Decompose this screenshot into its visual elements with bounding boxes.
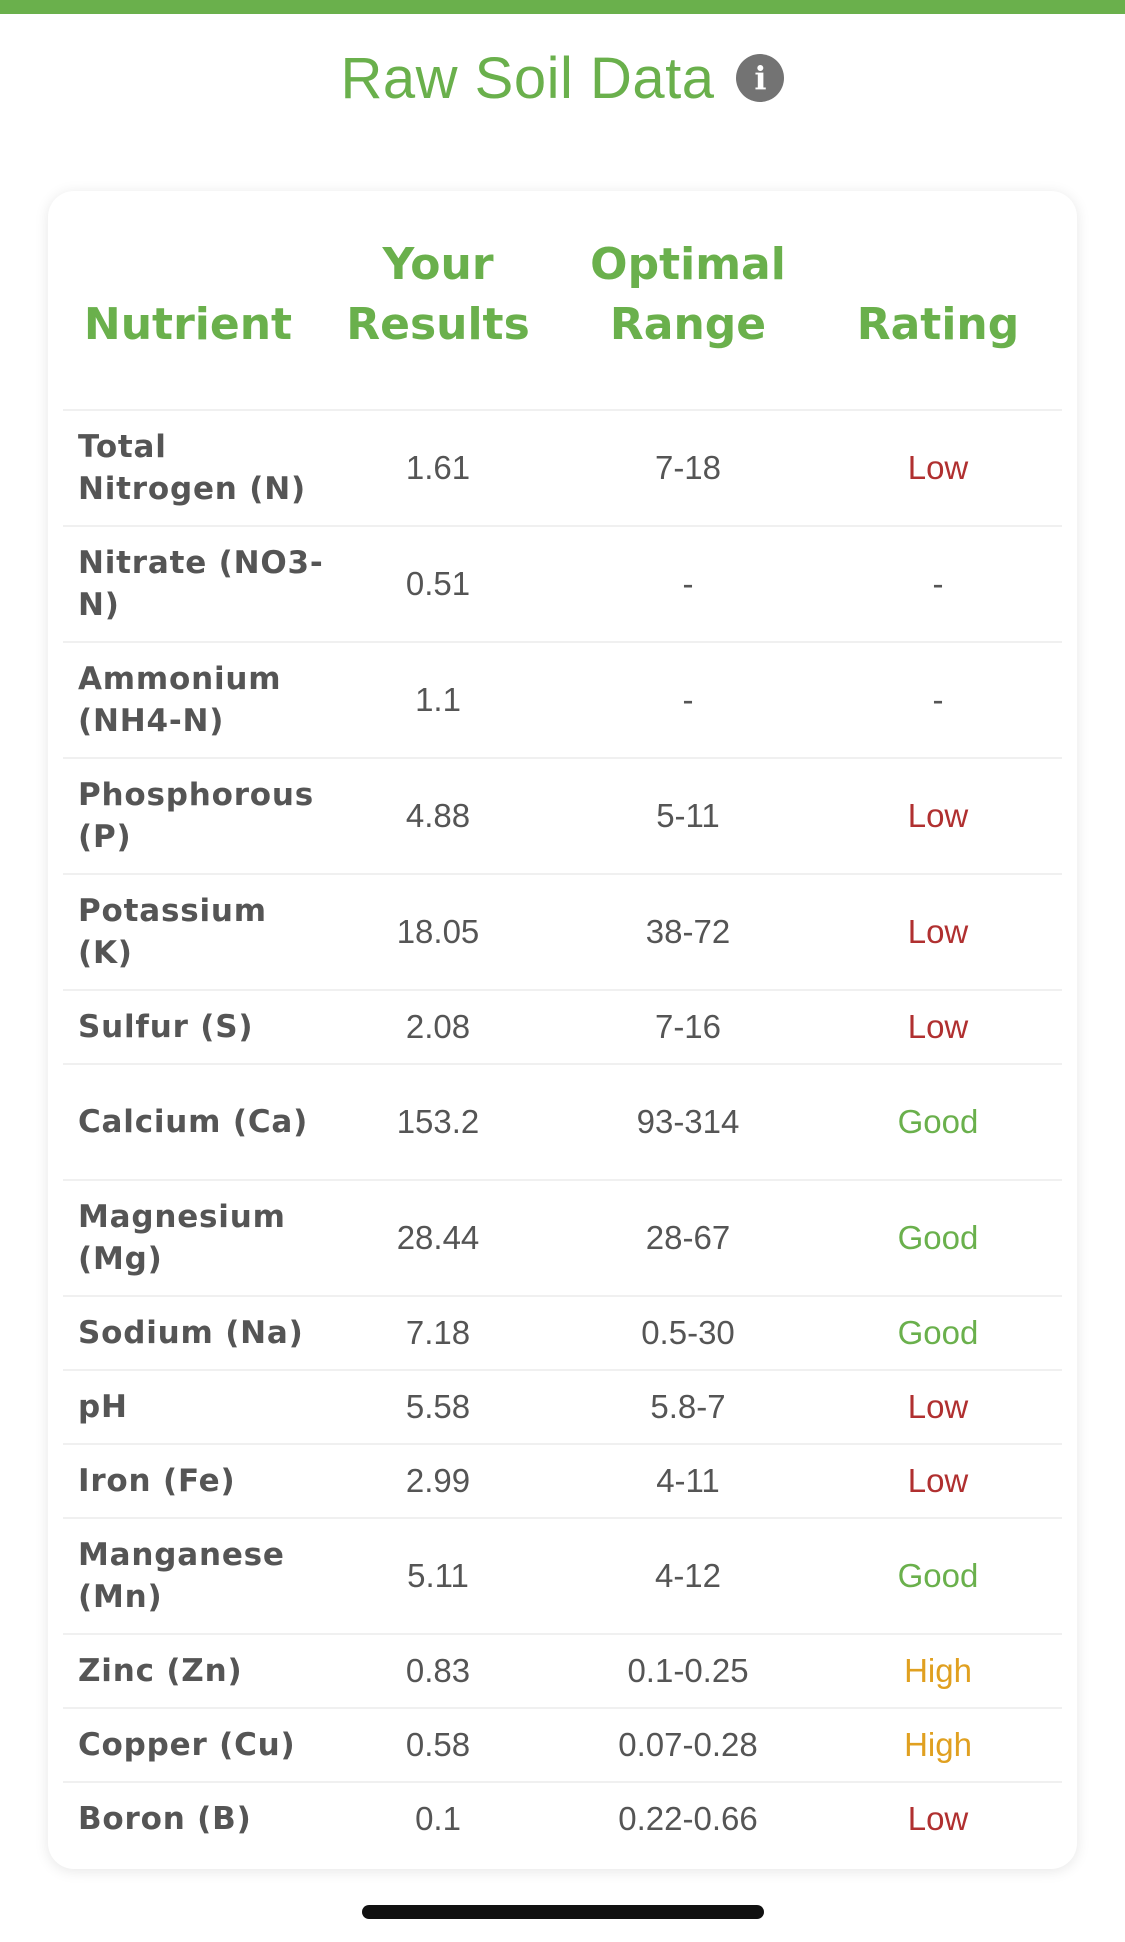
table-header: Nutrient Your Results Optimal Range Rati…	[63, 215, 1062, 355]
optimal-range-value: 0.5-30	[641, 1314, 735, 1351]
rating-value: Low	[907, 913, 969, 950]
optimal-range-value: -	[682, 681, 694, 718]
nutrient-name: Potassium (K)	[78, 893, 267, 971]
result-value: 28.44	[396, 1219, 480, 1256]
rating-value: -	[932, 565, 944, 602]
table-body: Total Nitrogen (N) 1.61 7-18 Low Nitrate (NO…	[63, 409, 1062, 1855]
header-rating: Rating	[856, 299, 1020, 350]
result-value: 2.99	[405, 1462, 471, 1499]
table-row: Sodium (Na) 7.18 0.5-30 Good	[63, 1295, 1062, 1369]
info-icon[interactable]: i	[736, 54, 785, 102]
nutrient-name: Magnesium (Mg)	[78, 1199, 286, 1277]
optimal-range-value: -	[682, 565, 694, 602]
optimal-range-value: 7-18	[654, 449, 722, 486]
rating-value: Good	[897, 1314, 979, 1351]
rating-value: Low	[907, 1462, 969, 1499]
header-your-results: Your Results	[346, 239, 530, 350]
result-value: 1.1	[415, 681, 461, 718]
result-value: 0.51	[405, 565, 471, 602]
result-value: 4.88	[405, 797, 471, 834]
optimal-range-value: 4-12	[654, 1557, 722, 1594]
nutrient-name: Sodium (Na)	[78, 1315, 304, 1351]
optimal-range-value: 0.1-0.25	[627, 1652, 749, 1689]
nutrient-name: Total Nitrogen (N)	[78, 429, 306, 507]
nutrient-name: Copper (Cu)	[78, 1727, 296, 1763]
table-row: Phosphorous (P) 4.88 5-11 Low	[63, 757, 1062, 873]
result-value: 0.58	[405, 1726, 471, 1763]
table-row: Ammonium (NH4-N) 1.1 - -	[63, 641, 1062, 757]
rating-value: Low	[907, 449, 969, 486]
result-value: 2.08	[405, 1008, 471, 1045]
optimal-range-value: 5.8-7	[650, 1388, 726, 1425]
home-indicator[interactable]	[362, 1905, 764, 1919]
result-value: 153.2	[396, 1103, 480, 1140]
top-accent-bar	[0, 0, 1125, 14]
table-row: Iron (Fe) 2.99 4-11 Low	[63, 1443, 1062, 1517]
table-row: Zinc (Zn) 0.83 0.1-0.25 High	[63, 1633, 1062, 1707]
result-value: 0.1	[415, 1800, 461, 1837]
nutrient-name: Iron (Fe)	[78, 1463, 236, 1499]
rating-value: Good	[897, 1219, 979, 1256]
nutrient-name: pH	[78, 1389, 128, 1425]
rating-value: Low	[907, 1800, 969, 1837]
nutrient-name: Ammonium (NH4-N)	[78, 661, 282, 739]
nutrient-name: Sulfur (S)	[78, 1009, 254, 1045]
soil-data-card: Nutrient Your Results Optimal Range Rati…	[48, 191, 1077, 1869]
rating-value: High	[904, 1726, 972, 1763]
result-value: 5.11	[407, 1557, 469, 1594]
optimal-range-value: 28-67	[645, 1219, 731, 1256]
nutrient-name: Boron (B)	[78, 1801, 252, 1837]
nutrient-name: Nitrate (NO3-N)	[78, 545, 324, 623]
optimal-range-value: 4-11	[656, 1462, 720, 1499]
table-row: Sulfur (S) 2.08 7-16 Low	[63, 989, 1062, 1063]
result-value: 7.18	[405, 1314, 471, 1351]
table-row: Boron (B) 0.1 0.22-0.66 Low	[63, 1781, 1062, 1855]
optimal-range-value: 38-72	[645, 913, 731, 950]
optimal-range-value: 5-11	[656, 797, 720, 834]
rating-value: -	[932, 681, 944, 718]
nutrient-name: Calcium (Ca)	[78, 1104, 309, 1140]
table-row: Manganese (Mn) 5.11 4-12 Good	[63, 1517, 1062, 1633]
rating-value: Good	[897, 1557, 979, 1594]
table-row: Magnesium (Mg) 28.44 28-67 Good	[63, 1179, 1062, 1295]
table-row: Copper (Cu) 0.58 0.07-0.28 High	[63, 1707, 1062, 1781]
result-value: 5.58	[405, 1388, 471, 1425]
nutrient-name: Zinc (Zn)	[78, 1653, 243, 1689]
header-nutrient: Nutrient	[83, 299, 293, 350]
rating-value: Low	[907, 797, 969, 834]
header-optimal-range: Optimal Range	[590, 239, 786, 350]
rating-value: Good	[897, 1103, 979, 1140]
result-value: 18.05	[396, 913, 480, 950]
page-title: Raw Soil Data	[340, 45, 715, 111]
rating-value: Low	[907, 1388, 969, 1425]
nutrient-name: Manganese (Mn)	[78, 1537, 285, 1615]
table-row: Potassium (K) 18.05 38-72 Low	[63, 873, 1062, 989]
title-row: Raw Soil Data i	[0, 38, 1125, 118]
table-row: pH 5.58 5.8-7 Low	[63, 1369, 1062, 1443]
result-value: 0.83	[405, 1652, 471, 1689]
nutrient-name: Phosphorous (P)	[78, 777, 315, 855]
optimal-range-value: 0.07-0.28	[618, 1726, 758, 1763]
optimal-range-value: 93-314	[636, 1103, 740, 1140]
table-row: Calcium (Ca) 153.2 93-314 Good	[63, 1063, 1062, 1179]
optimal-range-value: 0.22-0.66	[618, 1800, 758, 1837]
rating-value: Low	[907, 1008, 969, 1045]
result-value: 1.61	[405, 449, 471, 486]
table-row: Nitrate (NO3-N) 0.51 - -	[63, 525, 1062, 641]
rating-value: High	[904, 1652, 972, 1689]
optimal-range-value: 7-16	[654, 1008, 722, 1045]
table-row: Total Nitrogen (N) 1.61 7-18 Low	[63, 409, 1062, 525]
